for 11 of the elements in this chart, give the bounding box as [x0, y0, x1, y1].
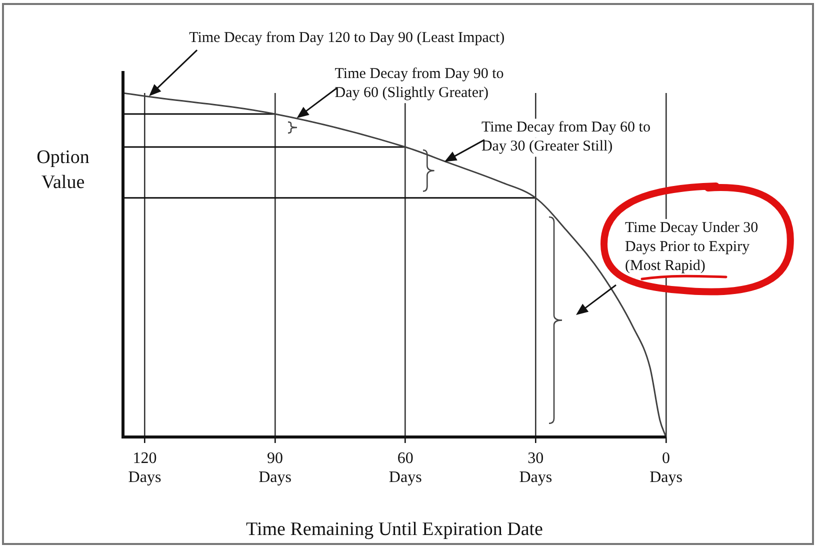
y-axis-title: Option Value: [36, 146, 90, 193]
x-tick-label: 90 Days: [258, 450, 292, 486]
x-tick-label: 60 Days: [388, 450, 422, 486]
x-tick-label: 30 Days: [519, 450, 552, 486]
x-axis-title: Time Remaining Until Expiration Date: [246, 518, 543, 540]
annotation: Time Decay from Day 120 to Day 90 (Least Impact): [189, 30, 505, 46]
annotation: Time Decay Under 30 Days Prior to Expiry (Most Rapid): [625, 220, 758, 274]
annotation: Time Decay from Day 60 to Day 30 (Greater Still): [481, 120, 650, 155]
annotation: Time Decay from Day 90 to Day 60 (Slightly Greater): [334, 66, 504, 102]
x-tick-label: 120 Days: [128, 450, 162, 486]
x-tick-label: 0 Days: [650, 450, 682, 486]
